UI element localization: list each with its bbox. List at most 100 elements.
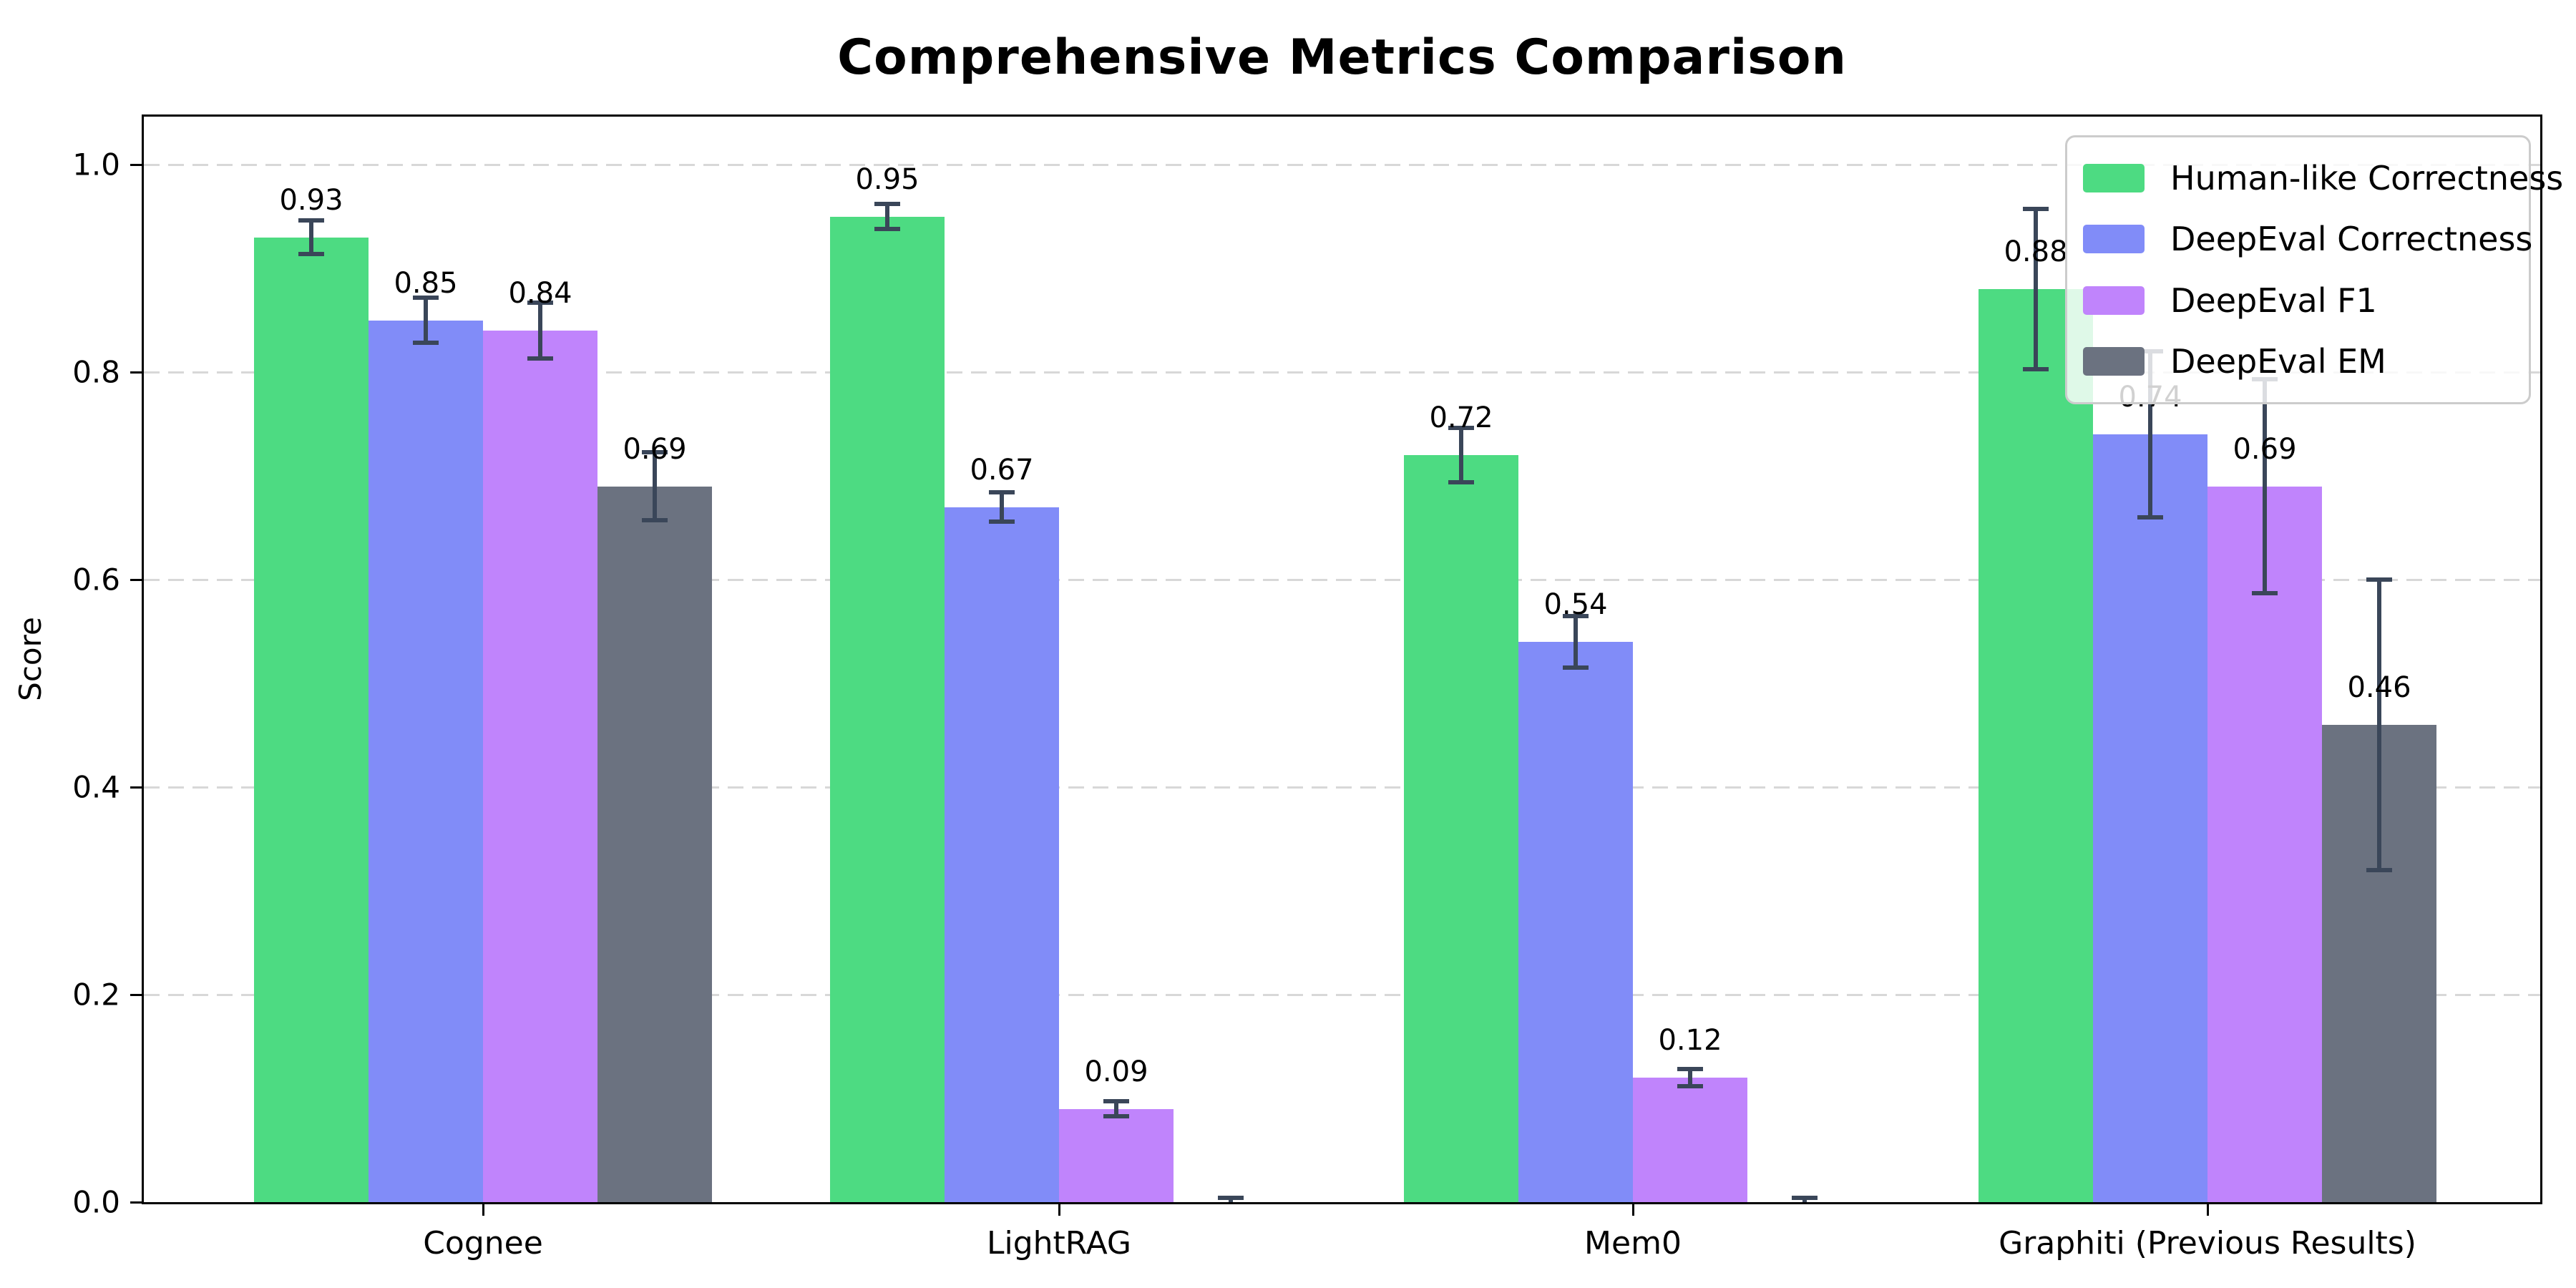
error-bar xyxy=(2148,351,2152,517)
bar-deepeval-f1-lightrag xyxy=(1059,1108,1174,1202)
bar-deepeval-correctness-graphiti-previous-results- xyxy=(2093,434,2207,1202)
y-tick-label: 1.0 xyxy=(72,147,120,182)
error-bar-cap-bottom xyxy=(1448,479,1474,484)
x-category-label: LightRAG xyxy=(986,1225,1132,1262)
error-bar-cap-bottom xyxy=(1677,1083,1703,1088)
error-bar-cap-bottom xyxy=(989,519,1015,524)
error-bar xyxy=(1574,615,1578,668)
y-tick-label: 0.8 xyxy=(72,354,120,390)
y-gridline xyxy=(144,993,2540,996)
legend-row: DeepEval F1 xyxy=(2067,281,2529,320)
x-tick-mark xyxy=(2206,1204,2209,1216)
error-bar xyxy=(424,297,428,343)
bar-value-label: 0.69 xyxy=(2233,432,2297,466)
error-bar-cap-top xyxy=(413,295,439,300)
error-bar-cap-bottom xyxy=(874,226,900,231)
error-bar-cap-top xyxy=(1792,1196,1818,1201)
error-bar-cap-top xyxy=(1563,613,1589,618)
bar-value-label: 0.72 xyxy=(1429,401,1493,434)
error-bar xyxy=(538,302,542,359)
error-bar-cap-top xyxy=(1103,1099,1129,1104)
legend-row: DeepEval Correctness xyxy=(2067,220,2533,259)
legend-row: Human-like Correctness xyxy=(2067,159,2563,197)
y-gridline xyxy=(144,578,2540,581)
legend-swatch-icon xyxy=(2083,347,2145,376)
legend-label: DeepEval Correctness xyxy=(2170,220,2533,259)
y-gridline xyxy=(144,786,2540,789)
legend: Human-like Correctness DeepEval Correctne… xyxy=(2065,135,2563,404)
bar-value-label: 0.84 xyxy=(508,277,572,310)
bar-deepeval-correctness-mem0 xyxy=(1518,642,1633,1202)
error-bar xyxy=(2263,379,2267,593)
error-bar-cap-bottom xyxy=(2252,590,2278,595)
error-bar-cap-top xyxy=(1218,1196,1244,1201)
legend-swatch-icon xyxy=(2083,225,2145,254)
error-bar-cap-bottom xyxy=(1563,665,1589,670)
y-tick-mark xyxy=(130,163,142,166)
bar-deepeval-correctness-lightrag xyxy=(945,507,1059,1202)
x-tick-mark xyxy=(1631,1204,1634,1216)
bar-value-label: 0.67 xyxy=(970,453,1034,487)
error-bar xyxy=(1688,1069,1692,1086)
x-category-label: Mem0 xyxy=(1584,1225,1682,1262)
bar-value-label: 0.88 xyxy=(2004,235,2068,268)
bar-deepeval-f1-cognee xyxy=(483,331,597,1202)
error-bar xyxy=(2377,580,2381,870)
bar-deepeval-f1-graphiti-previous-results- xyxy=(2207,486,2322,1202)
y-tick-label: 0.2 xyxy=(72,977,120,1013)
error-bar xyxy=(1459,428,1463,482)
error-bar-cap-top xyxy=(1448,426,1474,431)
y-tick-mark xyxy=(130,578,142,581)
error-bar-cap-bottom xyxy=(413,341,439,346)
error-bar-cap-bottom xyxy=(1103,1113,1129,1118)
y-gridline xyxy=(144,163,2540,166)
bar-value-label: 0.69 xyxy=(623,432,687,466)
bar-human-like-correctness-mem0 xyxy=(1404,455,1518,1202)
bar-human-like-correctness-cognee xyxy=(254,237,369,1202)
bar-value-label: 0.09 xyxy=(1084,1055,1148,1088)
legend-swatch-icon xyxy=(2083,286,2145,315)
error-bar xyxy=(309,220,313,254)
legend-label: DeepEval F1 xyxy=(2170,280,2377,320)
bar-value-label: 0.54 xyxy=(1543,588,1608,621)
bar-human-like-correctness-lightrag xyxy=(830,216,945,1202)
error-bar xyxy=(2034,209,2038,369)
x-category-label: Graphiti (Previous Results) xyxy=(1999,1225,2416,1262)
y-axis-label: Score xyxy=(13,617,48,701)
y-tick-mark xyxy=(130,786,142,789)
error-bar-cap-bottom xyxy=(527,356,553,361)
error-bar-cap-top xyxy=(642,449,668,454)
y-tick-label: 0.4 xyxy=(72,769,120,805)
bar-value-label: 0.95 xyxy=(855,162,919,196)
bar-deepeval-em-cognee xyxy=(597,486,712,1202)
error-bar-cap-top xyxy=(989,490,1015,495)
error-bar-cap-bottom xyxy=(642,518,668,523)
error-bar-cap-top xyxy=(2366,577,2392,582)
legend-row: DeepEval EM xyxy=(2067,342,2529,381)
x-tick-mark xyxy=(1058,1204,1060,1216)
bar-value-label: 0.12 xyxy=(1658,1024,1722,1057)
error-bar-cap-top xyxy=(298,218,324,223)
error-bar-cap-top xyxy=(874,202,900,207)
error-bar-cap-top xyxy=(1677,1067,1703,1072)
error-bar-cap-top xyxy=(527,300,553,305)
bar-value-label: 0.93 xyxy=(279,183,343,217)
error-bar xyxy=(653,452,657,521)
chart-title: Comprehensive Metrics Comparison xyxy=(837,29,1847,86)
bar-human-like-correctness-graphiti-previous-results- xyxy=(1979,289,2093,1202)
error-bar-cap-bottom xyxy=(298,251,324,256)
legend-swatch-icon xyxy=(2083,163,2145,192)
error-bar xyxy=(885,204,889,229)
y-tick-label: 0.6 xyxy=(72,562,120,597)
error-bar xyxy=(1114,1101,1118,1116)
bar-deepeval-f1-mem0 xyxy=(1633,1078,1747,1202)
error-bar-cap-top xyxy=(2023,207,2049,212)
error-bar-cap-bottom xyxy=(2023,366,2049,371)
x-category-label: Cognee xyxy=(423,1225,543,1262)
error-bar xyxy=(1000,492,1004,522)
y-tick-mark xyxy=(130,1201,142,1204)
y-tick-label: 0.0 xyxy=(72,1184,120,1220)
y-tick-mark xyxy=(130,993,142,996)
y-gridline xyxy=(144,371,2540,374)
